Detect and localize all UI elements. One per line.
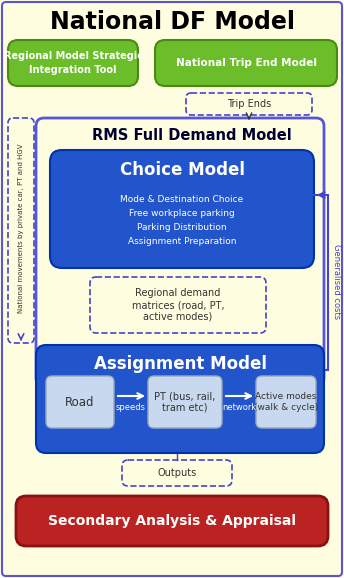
Text: Regional demand
matrices (road, PT,
active modes): Regional demand matrices (road, PT, acti… [132,288,224,321]
Text: National DF Model: National DF Model [50,10,294,34]
Text: Regional Model Strategic
Integration Tool: Regional Model Strategic Integration Too… [3,51,142,75]
Text: RMS Full Demand Model: RMS Full Demand Model [92,128,292,143]
Text: PT (bus, rail,
tram etc): PT (bus, rail, tram etc) [154,391,216,413]
Text: Outputs: Outputs [157,468,197,478]
FancyBboxPatch shape [256,376,316,428]
Text: Secondary Analysis & Appraisal: Secondary Analysis & Appraisal [48,514,296,528]
Text: Parking Distribution: Parking Distribution [137,223,227,232]
Text: National movements by private car, PT and HGV: National movements by private car, PT an… [18,143,24,313]
FancyBboxPatch shape [36,118,324,386]
FancyBboxPatch shape [155,40,337,86]
Text: Active modes
(walk & cycle): Active modes (walk & cycle) [254,392,318,412]
FancyBboxPatch shape [46,376,114,428]
Text: Choice Model: Choice Model [119,161,245,179]
Text: Free workplace parking: Free workplace parking [129,209,235,217]
Text: Generalised costs: Generalised costs [333,244,342,320]
FancyBboxPatch shape [36,345,324,453]
Text: Trip Ends: Trip Ends [227,99,271,109]
Text: Mode & Destination Choice: Mode & Destination Choice [120,195,244,203]
Text: network: network [222,403,256,413]
FancyBboxPatch shape [8,40,138,86]
FancyBboxPatch shape [50,150,314,268]
Text: Road: Road [65,395,95,409]
FancyBboxPatch shape [16,496,328,546]
Text: National Trip End Model: National Trip End Model [175,58,316,68]
Text: Assignment Model: Assignment Model [94,355,267,373]
Text: speeds: speeds [116,403,146,413]
Text: Assignment Preparation: Assignment Preparation [128,236,236,246]
FancyBboxPatch shape [148,376,222,428]
